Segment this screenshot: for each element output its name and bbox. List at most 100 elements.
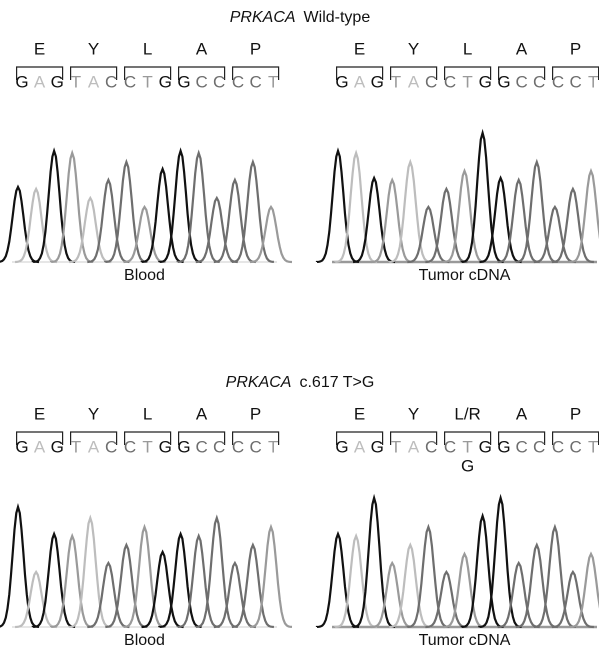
base: T xyxy=(142,437,152,456)
base: C xyxy=(533,72,545,91)
base: C xyxy=(195,72,207,91)
trace-peak xyxy=(142,552,184,627)
sample-label: Tumor cDNA xyxy=(419,632,511,649)
base: T xyxy=(268,72,278,91)
base: C xyxy=(249,437,261,456)
base: G xyxy=(177,72,190,91)
trace-peak xyxy=(87,180,129,262)
base: C xyxy=(444,437,456,456)
trace-peak xyxy=(87,563,129,627)
base: G xyxy=(497,437,510,456)
trace-peak xyxy=(353,498,395,627)
panel-title: PRKACA Wild-type xyxy=(230,9,371,26)
base: G xyxy=(159,437,172,456)
base: G xyxy=(479,437,492,456)
trace-peak xyxy=(124,527,166,627)
trace-peak xyxy=(425,189,467,262)
base: G xyxy=(51,437,64,456)
trace-peak xyxy=(552,189,594,262)
base: G xyxy=(51,72,64,91)
figure: PRKACAWild-typeEYLAPGAGTACCTGGCCCCTBlood… xyxy=(0,0,599,650)
trace-peak xyxy=(498,563,540,627)
amino-acid: E xyxy=(34,39,45,58)
amino-acid: P xyxy=(250,39,261,58)
trace-peak xyxy=(371,563,413,627)
base: A xyxy=(408,72,420,91)
trace-peak xyxy=(570,171,599,262)
amino-acid: P xyxy=(250,404,261,423)
trace-peak xyxy=(552,572,594,627)
trace-peak xyxy=(105,545,147,627)
sample-label: Blood xyxy=(124,267,165,284)
base: T xyxy=(71,437,81,456)
trace-peak xyxy=(480,498,522,627)
trace-peak xyxy=(15,572,57,627)
amino-acid: Y xyxy=(408,404,419,423)
base: G xyxy=(15,72,28,91)
base: C xyxy=(124,437,136,456)
title-text: Wild-type xyxy=(304,9,371,26)
sample-label: Tumor cDNA xyxy=(419,267,511,284)
amino-acid: A xyxy=(516,39,528,58)
base: C xyxy=(105,437,117,456)
trace-peak xyxy=(444,171,486,262)
base: A xyxy=(34,72,46,91)
base: C xyxy=(195,437,207,456)
base: G xyxy=(159,72,172,91)
base: G xyxy=(371,437,384,456)
base: C xyxy=(425,72,437,91)
base: T xyxy=(391,437,401,456)
amino-acid: L xyxy=(143,404,152,423)
trace-peak xyxy=(444,554,486,627)
gene-name: PRKACA xyxy=(230,9,296,26)
trace-peak xyxy=(534,207,576,262)
base: A xyxy=(354,72,366,91)
amino-acid: A xyxy=(516,404,528,423)
base: C xyxy=(232,437,244,456)
trace-peak xyxy=(425,572,467,627)
base: C xyxy=(232,72,244,91)
trace-peak xyxy=(124,207,166,262)
base: T xyxy=(142,72,152,91)
base: C xyxy=(533,437,545,456)
base: T xyxy=(588,72,598,91)
base: T xyxy=(462,72,472,91)
base: A xyxy=(88,72,100,91)
amino-acid: E xyxy=(34,404,45,423)
amino-acid: P xyxy=(570,404,581,423)
trace-peak xyxy=(69,198,111,262)
base: G xyxy=(497,72,510,91)
base: G xyxy=(177,437,190,456)
base: T xyxy=(588,437,598,456)
base: A xyxy=(34,437,46,456)
base: C xyxy=(515,437,527,456)
amino-acid: L xyxy=(143,39,152,58)
amino-acid: E xyxy=(354,39,365,58)
base: C xyxy=(105,72,117,91)
base: A xyxy=(408,437,420,456)
amino-acid: E xyxy=(354,404,365,423)
trace-peak xyxy=(250,207,292,262)
base: C xyxy=(213,437,225,456)
trace-peak xyxy=(570,554,599,627)
base: C xyxy=(515,72,527,91)
sample-label: Blood xyxy=(124,632,165,649)
title-text: c.617 T>G xyxy=(299,374,374,391)
base: G xyxy=(479,72,492,91)
base: G xyxy=(335,437,348,456)
amino-acid: Y xyxy=(408,39,419,58)
base: G xyxy=(335,72,348,91)
amino-acid: Y xyxy=(88,404,99,423)
base: C xyxy=(569,72,581,91)
variant-base: G xyxy=(461,456,474,475)
base: T xyxy=(462,437,472,456)
panel-title: PRKACAc.617 T>G xyxy=(226,374,375,391)
trace-peak xyxy=(105,162,147,262)
amino-acid: L/R xyxy=(454,404,480,423)
base: C xyxy=(569,437,581,456)
base: A xyxy=(354,437,366,456)
base: C xyxy=(249,72,261,91)
base: C xyxy=(552,72,564,91)
base: T xyxy=(391,72,401,91)
base: C xyxy=(213,72,225,91)
